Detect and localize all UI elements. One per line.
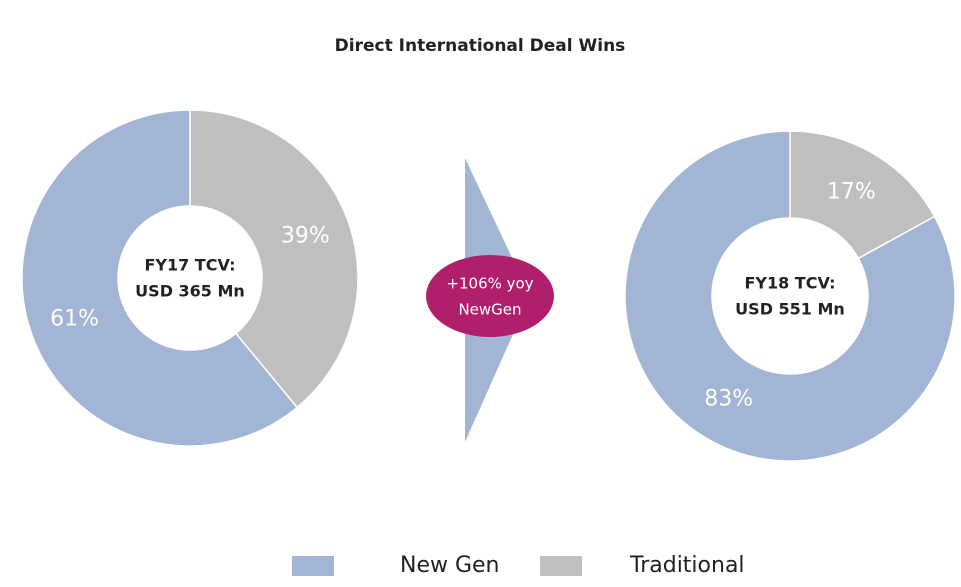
value-label: 17% <box>827 179 876 204</box>
slice <box>624 130 956 462</box>
annotation: NewGen <box>458 301 521 319</box>
legend-swatch <box>540 556 582 576</box>
center-label: USD 551 Mn <box>735 300 845 319</box>
annotation: +106% yoy <box>446 275 533 293</box>
chart-title: Direct International Deal Wins <box>335 36 626 56</box>
legend-swatch <box>292 556 334 576</box>
center-label: FY17 TCV: <box>144 256 235 275</box>
slice <box>189 109 359 409</box>
center-label: USD 365 Mn <box>135 282 245 301</box>
legend-label: Traditional <box>629 553 745 578</box>
slice <box>21 109 299 447</box>
legend-label: New Gen <box>400 553 500 578</box>
value-label: 61% <box>50 307 99 332</box>
value-label: 39% <box>281 223 330 248</box>
slice <box>789 130 936 260</box>
center-label: FY18 TCV: <box>744 274 835 293</box>
value-label: 83% <box>704 387 753 412</box>
annotation-bubble <box>426 255 554 337</box>
